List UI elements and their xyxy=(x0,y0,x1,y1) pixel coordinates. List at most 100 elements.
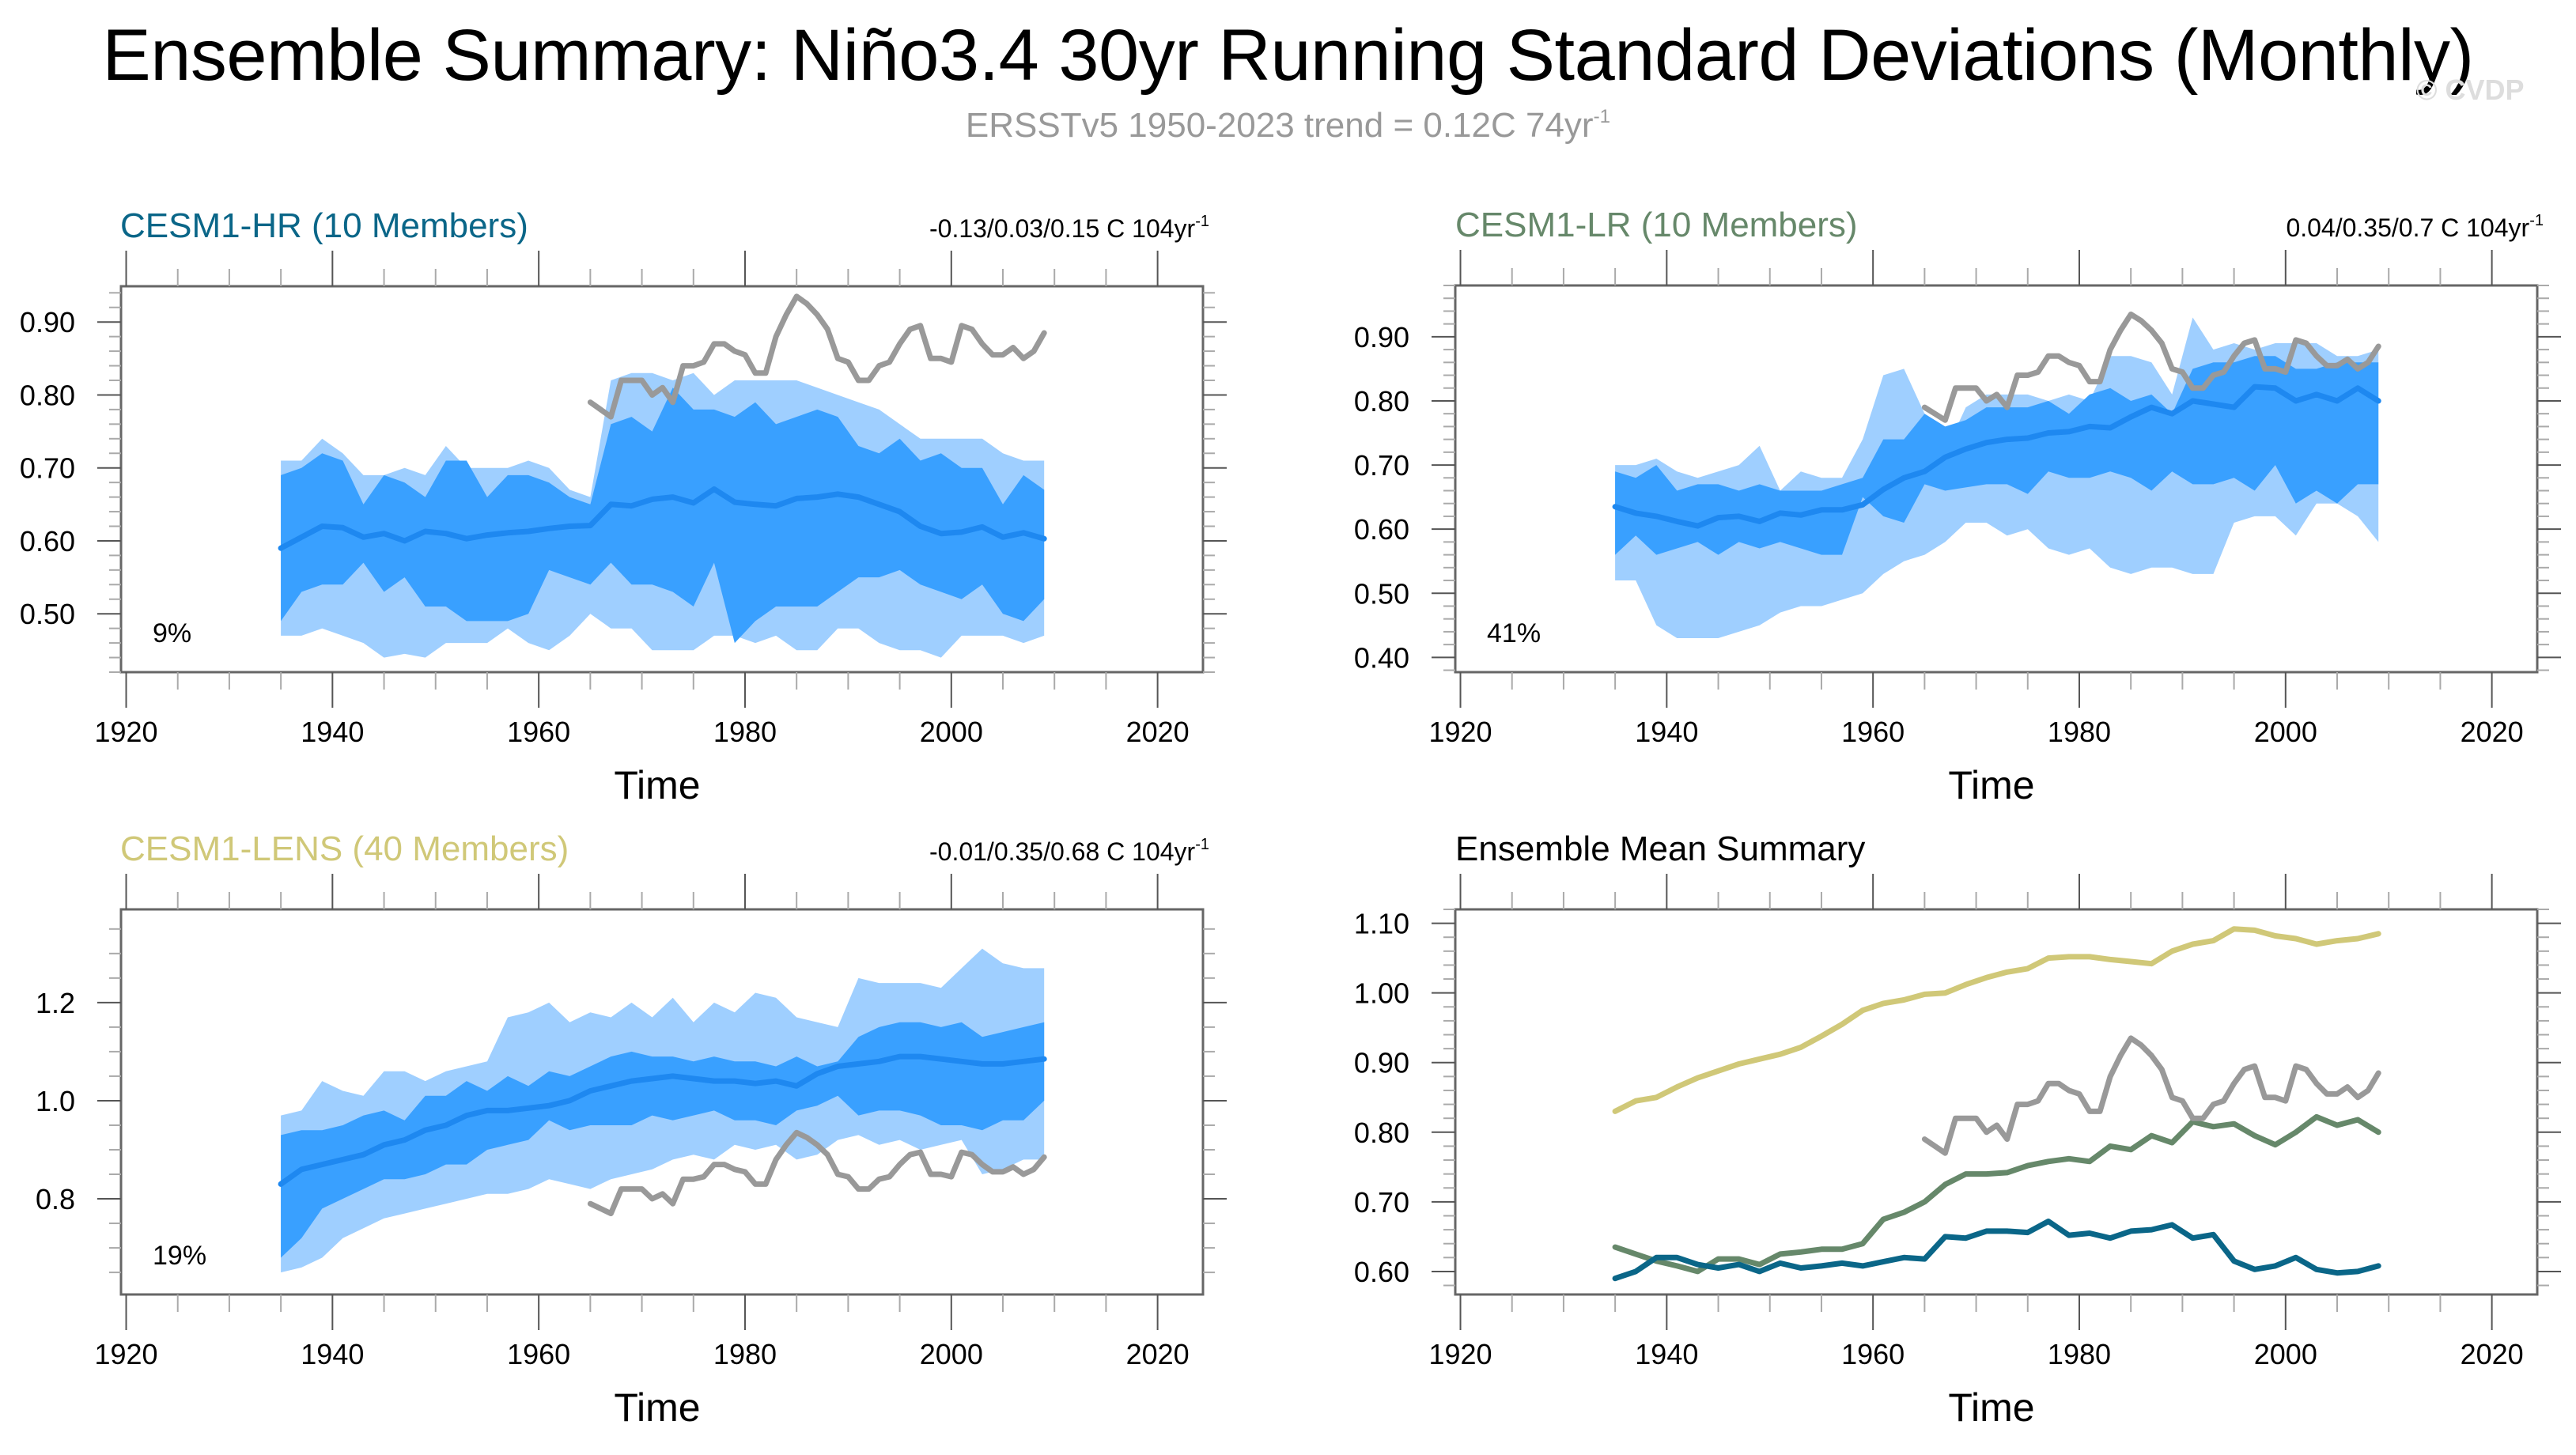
subtitle-superscript: -1 xyxy=(1593,106,1611,127)
x-tick-label: 1960 xyxy=(1841,1338,1905,1370)
series-line-ersstv5 xyxy=(1921,1035,2381,1156)
y-tick-label: 0.70 xyxy=(1354,1186,1409,1219)
y-tick-label: 0.90 xyxy=(1354,321,1409,353)
plot-area xyxy=(1612,926,2381,1282)
x-axis-title: Time xyxy=(1948,1385,2034,1430)
percent-annotation: 9% xyxy=(153,618,191,648)
plot-area xyxy=(278,948,1047,1273)
trend-superscript: -1 xyxy=(1195,836,1209,853)
x-tick-label: 2000 xyxy=(920,716,983,748)
y-tick-label: 0.60 xyxy=(20,525,75,557)
y-tick-label: 0.60 xyxy=(1354,513,1409,546)
plot-area xyxy=(278,293,1047,658)
observations-line xyxy=(1921,312,2381,423)
spread-band-p10-p90 xyxy=(281,1022,1045,1258)
x-axis-title: Time xyxy=(614,1385,700,1430)
x-axis-title: Time xyxy=(614,763,700,807)
x-tick-label: 1980 xyxy=(713,716,777,748)
y-tick-label: 0.40 xyxy=(1354,641,1409,674)
x-tick-label: 1960 xyxy=(1841,716,1905,748)
plot-frame xyxy=(119,285,1205,674)
x-tick-label: 1980 xyxy=(2048,1338,2111,1370)
x-tick-label: 2000 xyxy=(920,1338,983,1370)
y-axis: 0.40 0.50 0.60 0.70 0.80 0.90 xyxy=(1354,285,2561,674)
y-tick-label: 0.90 xyxy=(1354,1047,1409,1079)
x-tick-label: 2020 xyxy=(2461,1338,2524,1370)
y-tick-label: 1.2 xyxy=(36,987,75,1019)
series-line-cesm1-lens xyxy=(1612,926,2381,1114)
y-tick-label: 1.00 xyxy=(1354,977,1409,1010)
series-line-cesm1-lr xyxy=(1612,1113,2381,1275)
x-axis: 1920 1940 1960 1980 2000 2020 Time xyxy=(94,874,1190,1430)
x-tick-label: 1920 xyxy=(94,716,157,748)
trend-text: 0.04/0.35/0.7 C 104yr-1 xyxy=(2286,212,2544,242)
y-tick-label: 0.90 xyxy=(20,306,75,338)
ensemble-mean-line xyxy=(1612,384,2381,529)
y-tick-label: 0.8 xyxy=(36,1183,75,1215)
y-axis: 0.8 1.0 1.2 xyxy=(36,928,1227,1274)
panel-lens: CESM1-LENS (40 Members) -0.01/0.35/0.68 C… xyxy=(36,830,1227,1430)
x-tick-label: 2020 xyxy=(1126,716,1190,748)
x-tick-label: 1960 xyxy=(507,716,570,748)
y-tick-label: 1.0 xyxy=(36,1085,75,1117)
trend-text: -0.13/0.03/0.15 C 104yr-1 xyxy=(929,213,1209,243)
trend-value: 0.04/0.35/0.7 C 104yr xyxy=(2286,214,2529,242)
y-tick-label: 0.80 xyxy=(1354,385,1409,418)
y-tick-label: 0.50 xyxy=(1354,577,1409,610)
x-tick-label: 1920 xyxy=(1428,1338,1492,1370)
x-tick-label: 1920 xyxy=(94,1338,157,1370)
x-tick-label: 1920 xyxy=(1428,716,1492,748)
subtitle: ERSSTv5 1950-2023 trend = 0.12C 74yr-1 xyxy=(0,106,2576,146)
x-axis-title: Time xyxy=(1948,763,2034,807)
x-tick-label: 2020 xyxy=(1126,1338,1190,1370)
x-tick-label: 2000 xyxy=(2254,716,2317,748)
y-tick-label: 1.10 xyxy=(1354,908,1409,940)
y-tick-label: 0.60 xyxy=(1354,1256,1409,1288)
trend-superscript: -1 xyxy=(2529,212,2544,229)
x-tick-label: 1980 xyxy=(713,1338,777,1370)
x-axis: 1920 1940 1960 1980 2000 2020 Time xyxy=(1428,250,2524,807)
x-tick-label: 1980 xyxy=(2048,716,2111,748)
panel-title: CESM1-LR (10 Members) xyxy=(1455,206,1858,244)
ensemble-mean-line xyxy=(278,1053,1047,1187)
panel-hr: CESM1-HR (10 Members) -0.13/0.03/0.15 C 1… xyxy=(20,206,1227,807)
trend-superscript: -1 xyxy=(1195,213,1209,230)
observations-line xyxy=(587,293,1047,420)
y-tick-label: 0.80 xyxy=(20,379,75,411)
panel-title: CESM1-LENS (40 Members) xyxy=(120,830,569,868)
x-axis: 1920 1940 1960 1980 2000 2020 Time xyxy=(94,251,1190,807)
trend-text: -0.01/0.35/0.68 C 104yr-1 xyxy=(929,836,1209,866)
plot-frame xyxy=(119,908,1205,1296)
panel-summary: Ensemble Mean Summary 1920 1940 1960 1980 200… xyxy=(1354,830,2561,1430)
x-tick-label: 1940 xyxy=(1635,1338,1698,1370)
panel-title: CESM1-HR (10 Members) xyxy=(120,206,528,245)
observations-line xyxy=(587,1129,1047,1217)
trend-value: -0.13/0.03/0.15 C 104yr xyxy=(929,214,1196,243)
main-title: Ensemble Summary: Niño3.4 30yr Running S… xyxy=(102,15,2474,96)
y-tick-label: 0.70 xyxy=(20,452,75,485)
x-tick-label: 1940 xyxy=(301,716,364,748)
trend-value: -0.01/0.35/0.68 C 104yr xyxy=(929,837,1196,866)
panel-lr: CESM1-LR (10 Members) 0.04/0.35/0.7 C 104… xyxy=(1354,206,2561,807)
series-line-cesm1-hr xyxy=(1612,1219,2381,1282)
x-tick-label: 2020 xyxy=(2461,716,2524,748)
y-axis: 0.50 0.60 0.70 0.80 0.90 xyxy=(20,292,1227,673)
x-tick-label: 1960 xyxy=(507,1338,570,1370)
y-tick-label: 0.80 xyxy=(1354,1117,1409,1149)
x-axis: 1920 1940 1960 1980 2000 2020 Time xyxy=(1428,874,2524,1430)
subtitle-text: ERSSTv5 1950-2023 trend = 0.12C 74yr xyxy=(965,106,1594,146)
spread-band-p10-p90 xyxy=(281,387,1045,644)
plot-frame xyxy=(1454,908,2539,1296)
y-axis: 0.60 0.70 0.80 0.90 1.00 1.10 xyxy=(1354,908,2561,1288)
y-tick-label: 0.70 xyxy=(1354,449,1409,482)
percent-annotation: 19% xyxy=(153,1241,206,1271)
plot-frame xyxy=(1454,284,2539,674)
x-tick-label: 2000 xyxy=(2254,1338,2317,1370)
cvdp-watermark: © CVDP xyxy=(2416,74,2525,106)
ensemble-mean-line xyxy=(278,486,1047,551)
y-tick-label: 0.50 xyxy=(20,598,75,630)
panel-title: Ensemble Mean Summary xyxy=(1455,830,1865,868)
x-tick-label: 1940 xyxy=(1635,716,1698,748)
plot-area xyxy=(1612,312,2381,638)
